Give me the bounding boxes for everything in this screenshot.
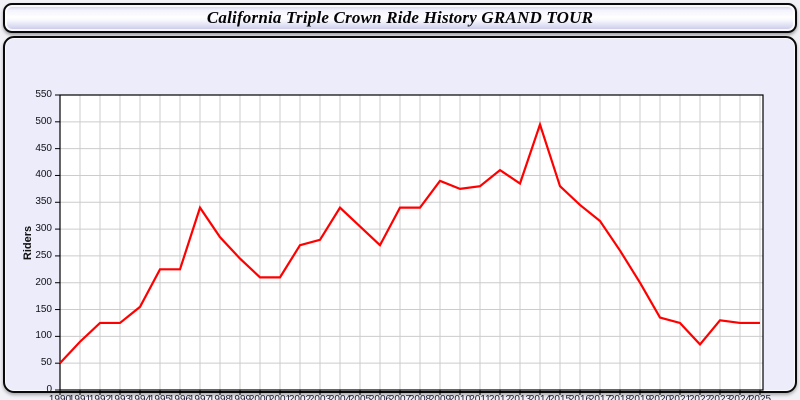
y-tick-label: 150 [35, 303, 52, 315]
line-chart-plot [55, 94, 764, 395]
y-tick-label: 250 [35, 249, 52, 261]
title-bar: California Triple Crown Ride History GRA… [3, 3, 797, 33]
y-tick-label: 550 [35, 89, 52, 100]
x-tick-label: 2016 [568, 394, 592, 400]
x-tick-label: 2003 [308, 394, 332, 400]
x-tick-label: 2019 [628, 394, 652, 400]
x-tick-label: 2012 [488, 394, 512, 400]
x-tick-label: 2014 [528, 394, 552, 400]
y-tick-label: 0 [46, 384, 52, 395]
series-line [59, 121, 760, 364]
x-tick-label: 2002 [288, 394, 312, 400]
x-tick-label: 2009 [428, 394, 452, 400]
x-tick-label: 2005 [348, 394, 372, 400]
x-tick-label: 2021 [668, 394, 692, 400]
x-tick-label: 1998 [208, 394, 232, 400]
y-tick-label: 500 [35, 115, 52, 127]
x-tick-label: 2000 [248, 394, 272, 400]
page-title: California Triple Crown Ride History GRA… [206, 8, 594, 27]
x-tick-label: 2015 [548, 394, 572, 400]
x-tick-label: 1990 [48, 394, 72, 400]
x-tick-label: 1993 [108, 394, 132, 400]
x-tick-label: 2013 [508, 394, 532, 400]
x-tick-label: 2007 [388, 394, 412, 400]
chart-panel: Riders 0 50 100 150 200 250 300 350 400 450 500 550… [3, 36, 797, 400]
x-tick-label: 2017 [588, 394, 612, 400]
x-tick-label: 2024 [728, 394, 752, 400]
x-tick-label: 1997 [188, 394, 212, 400]
x-tick-label: 1996 [168, 394, 192, 400]
x-tick-label: 1991 [68, 394, 92, 400]
x-tick-label: 1992 [88, 394, 112, 400]
x-tick-label: 2004 [328, 394, 352, 400]
y-tick-label: 200 [35, 276, 52, 288]
x-tick-label: 2018 [608, 394, 632, 400]
y-tick-label: 400 [35, 169, 52, 181]
y-tick-label: 100 [35, 330, 52, 342]
x-tick-label: 2008 [408, 394, 432, 400]
y-tick-label: 300 [35, 223, 52, 235]
x-tick-label: 2022 [688, 394, 712, 400]
x-tick-label: 2010 [448, 394, 472, 400]
y-tick-label: 350 [35, 196, 52, 208]
y-tick-label: 450 [35, 142, 52, 154]
x-tick-label: 2001 [268, 394, 292, 400]
x-tick-label: 2006 [368, 394, 392, 400]
x-tick-label: 2020 [648, 394, 672, 400]
x-tick-label: 2025 [748, 394, 772, 400]
plot-background [60, 95, 763, 390]
y-tick-label: 50 [40, 357, 52, 369]
x-tick-label: 1994 [128, 394, 152, 400]
x-tick-label: 1999 [228, 394, 252, 400]
x-tick-label: 2011 [469, 394, 491, 400]
plot-border [59, 94, 764, 391]
x-tick-label: 1995 [148, 394, 172, 400]
x-tick-label: 2023 [708, 394, 732, 400]
